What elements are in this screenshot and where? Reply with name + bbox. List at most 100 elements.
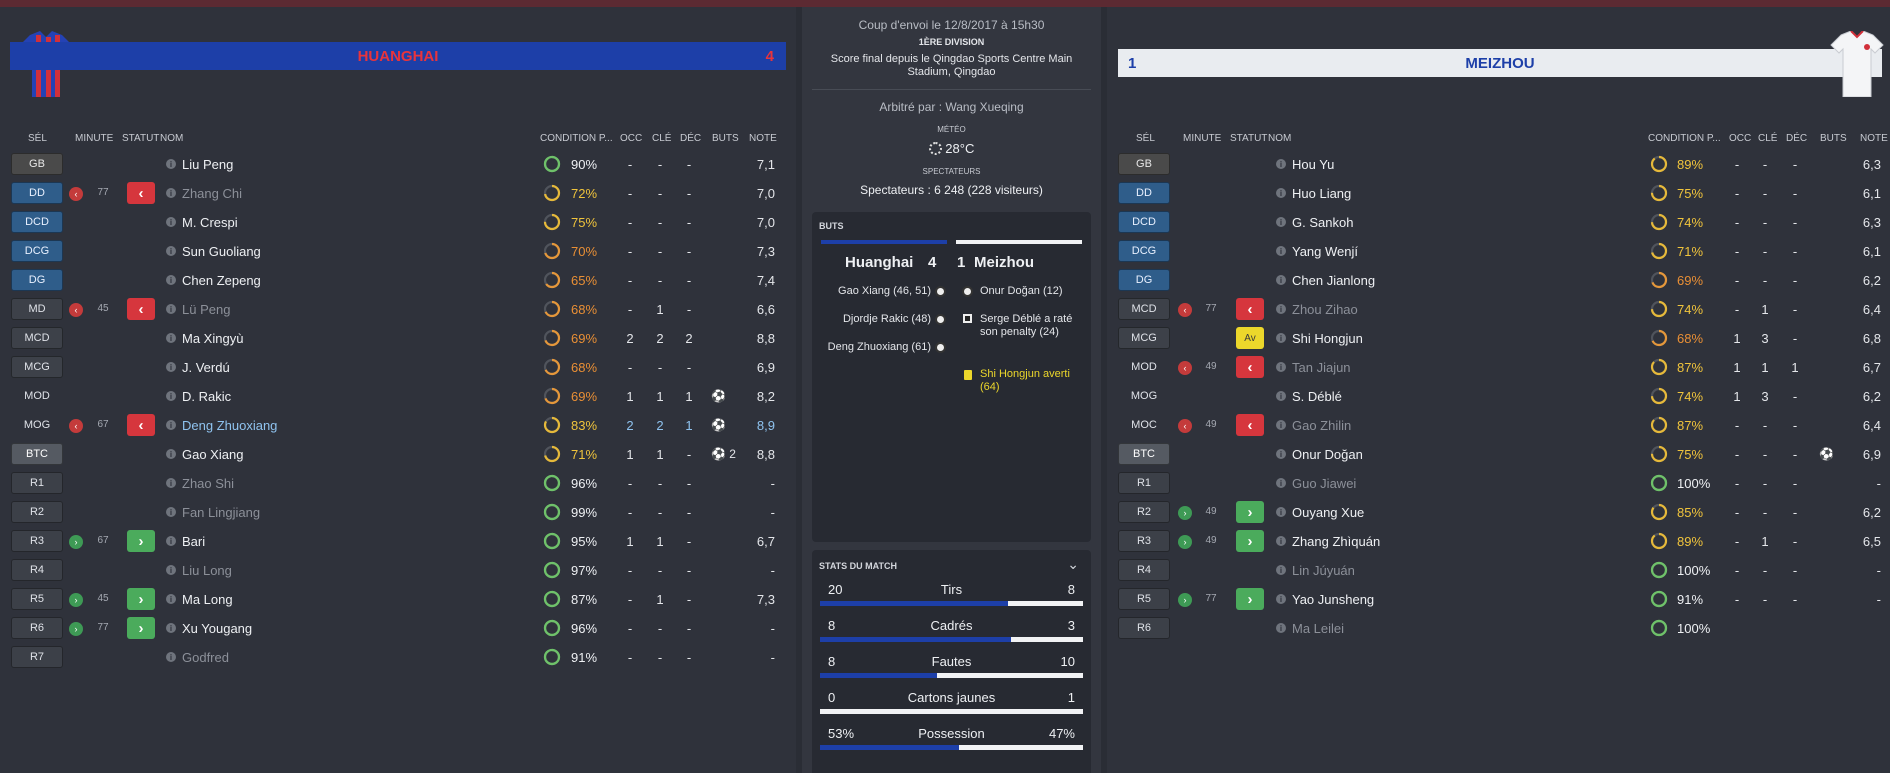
player-row[interactable]: MOC ‹ 49 ‹ i Gao Zhilin 87% - - - 6,4 — [1107, 411, 1890, 440]
info-icon[interactable]: i — [166, 188, 176, 198]
player-name[interactable]: Zhang Zhìquán — [1292, 534, 1381, 549]
substituted-out-badge[interactable]: ‹ — [127, 298, 155, 320]
info-icon[interactable]: i — [1276, 217, 1286, 227]
player-name[interactable]: Sun Guoliang — [182, 244, 261, 259]
player-name[interactable]: Lü Peng — [182, 302, 231, 317]
position-chip[interactable]: MD — [11, 298, 63, 320]
home-team-bar[interactable]: HUANGHAI 4 — [10, 42, 786, 70]
player-name[interactable]: Ma Xingyù — [182, 331, 244, 346]
info-icon[interactable]: i — [166, 565, 176, 575]
player-name[interactable]: Xu Yougang — [182, 621, 253, 636]
info-icon[interactable]: i — [166, 420, 176, 430]
player-name[interactable]: Tan Jiajun — [1292, 360, 1351, 375]
player-row[interactable]: R3 › 67 › i Bari 95% 1 1 - 6,7 — [0, 527, 796, 556]
info-icon[interactable]: i — [166, 536, 176, 546]
substituted-in-badge[interactable]: › — [1236, 530, 1264, 552]
position-chip[interactable]: MOG — [1130, 390, 1158, 402]
info-icon[interactable]: i — [1276, 159, 1286, 169]
player-name[interactable]: Yao Junsheng — [1292, 592, 1375, 607]
player-name[interactable]: Zhou Zihao — [1292, 302, 1358, 317]
player-name[interactable]: J. Verdú — [182, 360, 230, 375]
position-chip[interactable]: DCG — [1118, 240, 1170, 262]
player-name[interactable]: Godfred — [182, 650, 229, 665]
player-name[interactable]: Liu Peng — [182, 157, 234, 172]
player-name[interactable]: Zhao Shi — [182, 476, 235, 491]
substituted-in-badge[interactable]: › — [127, 617, 155, 639]
substituted-in-badge[interactable]: › — [127, 530, 155, 552]
info-icon[interactable]: i — [166, 275, 176, 285]
position-chip[interactable]: MCD — [1118, 298, 1170, 320]
player-row[interactable]: BTC i Onur Doğan 75% - - - ⚽ 6,9 — [1107, 440, 1890, 469]
player-row[interactable]: MCD ‹ 77 ‹ i Zhou Zihao 74% - 1 - 6,4 — [1107, 295, 1890, 324]
player-name[interactable]: Fan Lingjiang — [182, 505, 261, 520]
info-icon[interactable]: i — [166, 449, 176, 459]
position-chip[interactable]: R5 — [1118, 588, 1170, 610]
substituted-out-badge[interactable]: ‹ — [127, 414, 155, 436]
player-row[interactable]: BTC i Gao Xiang 71% 1 1 - ⚽ 2 8,8 — [0, 440, 796, 469]
player-name[interactable]: Shi Hongjun — [1292, 331, 1363, 346]
header-cle[interactable]: CLÉ — [1758, 133, 1778, 144]
info-icon[interactable]: i — [166, 333, 176, 343]
player-name[interactable]: Ouyang Xue — [1292, 505, 1365, 520]
player-name[interactable]: Huo Liang — [1292, 186, 1352, 201]
position-chip[interactable]: MCG — [11, 356, 63, 378]
position-chip[interactable]: MOD — [24, 390, 50, 402]
player-name[interactable]: Ma Long — [182, 592, 233, 607]
header-condition[interactable]: CONDITION P... — [540, 133, 613, 144]
position-chip[interactable]: DCD — [1118, 211, 1170, 233]
chevron-down-icon[interactable]: ⌄ — [1067, 556, 1079, 572]
player-row[interactable]: GB i Hou Yu 89% - - - 6,3 — [1107, 150, 1890, 179]
position-chip[interactable]: R4 — [1118, 559, 1170, 581]
player-name[interactable]: Bari — [182, 534, 206, 549]
header-statut[interactable]: STATUT — [122, 133, 160, 144]
position-chip[interactable]: R5 — [11, 588, 63, 610]
position-chip[interactable]: R2 — [1118, 501, 1170, 523]
player-row[interactable]: R6 › 77 › i Xu Yougang 96% - - - - — [0, 614, 796, 643]
header-cle[interactable]: CLÉ — [652, 133, 672, 144]
header-buts[interactable]: BUTS — [712, 133, 739, 144]
player-row[interactable]: DG i Chen Jianlong 69% - - - 6,2 — [1107, 266, 1890, 295]
position-chip[interactable]: R7 — [11, 646, 63, 668]
substituted-out-badge[interactable]: ‹ — [1236, 414, 1264, 436]
player-row[interactable]: R6 i Ma Leilei 100% — [1107, 614, 1890, 643]
player-name[interactable]: S. Déblé — [1292, 389, 1342, 404]
position-chip[interactable]: MCG — [1118, 327, 1170, 349]
info-icon[interactable]: i — [166, 391, 176, 401]
info-icon[interactable]: i — [166, 246, 176, 256]
position-chip[interactable]: DD — [1118, 182, 1170, 204]
player-row[interactable]: R2 i Fan Lingjiang 99% - - - - — [0, 498, 796, 527]
info-icon[interactable]: i — [166, 478, 176, 488]
player-name[interactable]: Hou Yu — [1292, 157, 1335, 172]
position-chip[interactable]: MOC — [1131, 419, 1157, 431]
info-icon[interactable]: i — [166, 652, 176, 662]
player-name[interactable]: Gao Zhilin — [1292, 418, 1352, 433]
player-row[interactable]: MCG Av i Shi Hongjun 68% 1 3 - 6,8 — [1107, 324, 1890, 353]
player-row[interactable]: DG i Chen Zepeng 65% - - - 7,4 — [0, 266, 796, 295]
info-icon[interactable]: i — [1276, 275, 1286, 285]
header-nom[interactable]: NOM — [1268, 133, 1292, 144]
player-row[interactable]: DCD i M. Crespi 75% - - - 7,0 — [0, 208, 796, 237]
info-icon[interactable]: i — [1276, 420, 1286, 430]
header-sel[interactable]: SÉL — [28, 133, 47, 144]
header-statut[interactable]: STATUT — [1230, 133, 1268, 144]
position-chip[interactable]: MOG — [23, 419, 51, 431]
position-chip[interactable]: R1 — [1118, 472, 1170, 494]
player-name[interactable]: G. Sankoh — [1292, 215, 1354, 230]
position-chip[interactable]: DCG — [11, 240, 63, 262]
info-icon[interactable]: i — [166, 594, 176, 604]
player-row[interactable]: R7 i Godfred 91% - - - - — [0, 643, 796, 672]
position-chip[interactable]: R2 — [11, 501, 63, 523]
player-name[interactable]: Lin Júyuán — [1292, 563, 1355, 578]
player-row[interactable]: MOG i S. Déblé 74% 1 3 - 6,2 — [1107, 382, 1890, 411]
player-row[interactable]: MOD ‹ 49 ‹ i Tan Jiajun 87% 1 1 1 6,7 — [1107, 353, 1890, 382]
substituted-in-badge[interactable]: › — [1236, 588, 1264, 610]
info-icon[interactable]: i — [166, 362, 176, 372]
position-chip[interactable]: BTC — [1118, 443, 1170, 465]
info-icon[interactable]: i — [1276, 188, 1286, 198]
header-dec[interactable]: DÉC — [1786, 133, 1808, 144]
info-icon[interactable]: i — [1276, 594, 1286, 604]
position-chip[interactable]: R3 — [11, 530, 63, 552]
yellow-card-badge[interactable]: Av — [1236, 327, 1264, 349]
position-chip[interactable]: GB — [11, 153, 63, 175]
player-row[interactable]: MCD i Ma Xingyù 69% 2 2 2 8,8 — [0, 324, 796, 353]
